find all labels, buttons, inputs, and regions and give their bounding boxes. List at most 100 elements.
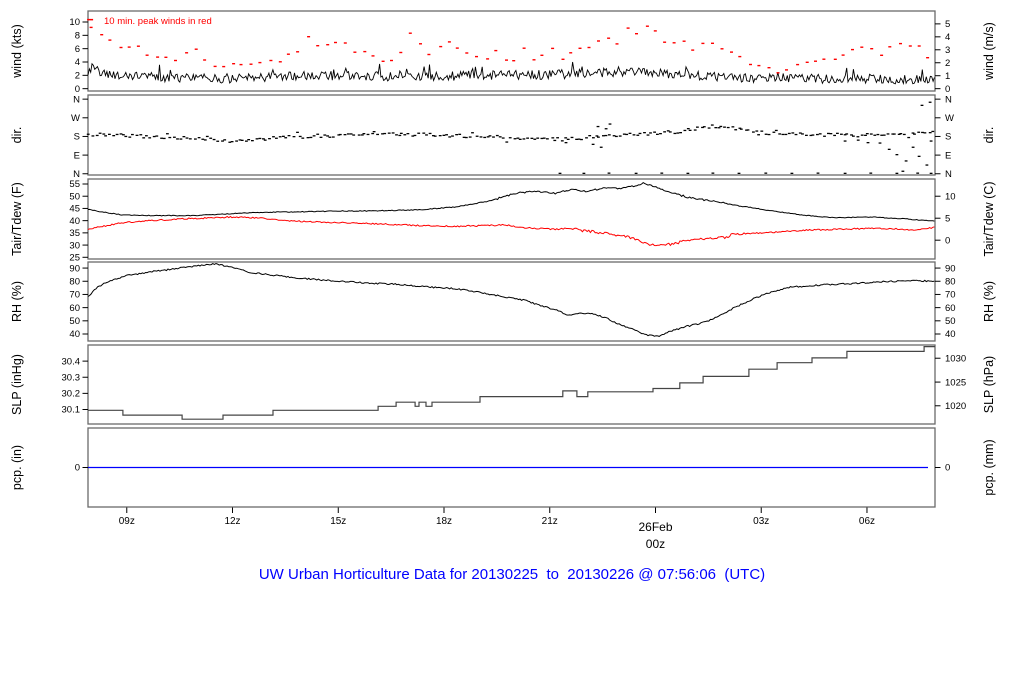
wind-speed-line-path — [87, 61, 935, 86]
wind-dir-dots-dot — [551, 137, 555, 139]
figure-title: UW Urban Horticulture Data for 20130225 … — [258, 566, 766, 583]
right-tick-label: 70 — [945, 290, 956, 301]
dir-outlier-dots-dot — [604, 128, 608, 130]
wind-dir-dots-dot — [865, 133, 869, 135]
wind-dir-dots-dot — [686, 128, 690, 130]
wind-dir-dots-dot — [188, 138, 192, 140]
wind-dir-dots-dot — [840, 133, 843, 135]
peak-wind-dots-dot — [663, 41, 667, 43]
dir-outlier-dots-dot — [591, 143, 595, 145]
wind-dir-dots-dot — [913, 133, 916, 135]
wind-dir-dots-dot — [656, 133, 659, 135]
peak-wind-dots-dot — [194, 48, 198, 50]
axis-title-left-tair_tdew: Tair/Tdew (F) — [10, 182, 24, 256]
wind-dir-dots-dot — [486, 136, 490, 138]
peak-wind-dots-dot — [222, 65, 226, 68]
peak-wind-dots-dot — [701, 42, 705, 45]
peak-wind-dots-dot — [607, 37, 611, 39]
wind-dir-dots-dot — [597, 136, 600, 138]
wind-dir-dots-dot — [119, 133, 123, 135]
peak-wind-dots-dot — [334, 41, 337, 44]
x-tick-label: 18z — [436, 516, 452, 527]
left-tick-label: 55 — [69, 179, 80, 190]
dir-outlier-dots — [564, 101, 933, 172]
wind-dir-dots-dot — [701, 126, 704, 129]
left-tick-label: 50 — [69, 316, 80, 327]
wind-dir-dots-dot — [376, 133, 379, 136]
peak-wind-dots-dot — [540, 54, 544, 56]
x-tick-label: 06z — [859, 516, 875, 527]
peak-wind-dots-dot — [841, 54, 845, 56]
wind-dir-dots-dot — [142, 137, 146, 139]
peak-wind-dots-dot — [185, 52, 189, 54]
tdew-line — [87, 215, 935, 247]
peak-wind-dots-dot — [926, 57, 930, 59]
right-tick-label: 1030 — [945, 353, 966, 364]
axis-title-right-rh: RH (%) — [982, 281, 996, 322]
wind-dir-dots-dot — [115, 133, 119, 136]
slp-steps-path — [88, 346, 935, 420]
x-tick-label: 03z — [753, 516, 769, 527]
wind-dir-dots-dot — [516, 137, 520, 139]
peak-wind-dots-dot — [455, 47, 459, 49]
wind-dir-dots-dot — [781, 133, 785, 136]
wind-dir-dots-dot — [160, 137, 163, 139]
peak-wind-dots-dot — [805, 61, 809, 63]
left-tick-label: 50 — [69, 191, 80, 202]
panel-pcp: 0 0 pcp. (in) pcp. (mm) — [10, 427, 996, 508]
wind-dir-dots-dot — [406, 133, 410, 135]
right-tick-label: 1025 — [945, 377, 966, 388]
slp-steps — [88, 346, 935, 420]
peak-wind-dots-dot — [316, 45, 320, 47]
wind-dir-dots-dot — [455, 134, 458, 136]
left-tick-label: 10 — [69, 17, 80, 28]
dir-outlier-dots-dot — [928, 101, 932, 103]
wind-dir-dots-dot — [717, 127, 721, 129]
wind-dir-dots-dot — [442, 134, 446, 136]
wind-dir-dots-dot — [238, 139, 242, 141]
peak-wind-dots-dot — [551, 47, 555, 50]
peak-wind-dots-dot — [833, 58, 837, 60]
wind-dir-dots-dot — [829, 133, 833, 135]
peak-winds-legend: 10 min. peak winds in red — [104, 16, 212, 27]
wind-dir-dots-dot — [553, 139, 557, 142]
wind-dir-dots-dot — [911, 132, 915, 134]
wind-dir-dots-dot — [745, 129, 748, 131]
wind-dir-dots-dot — [148, 137, 152, 139]
wind-dir-dots-dot — [676, 132, 680, 134]
wind-dir-dots-dot — [312, 135, 316, 137]
wind-dir-dots-dot — [823, 135, 826, 137]
dir-outlier-dots-dot — [904, 160, 908, 162]
wind-dir-dots-dot — [155, 135, 159, 137]
axis-title-right-slp: SLP (hPa) — [982, 356, 996, 413]
peak-wind-dots-dot — [381, 60, 385, 62]
wind-dir-dots-dot — [395, 134, 398, 136]
peak-wind-dots-dot — [465, 52, 469, 54]
wind-dir-dots-dot — [122, 134, 125, 136]
wind-dir-dots-dot — [464, 136, 468, 139]
x-tick-label: 21z — [542, 516, 558, 527]
wind-dir-dots — [86, 124, 935, 143]
wind-dir-dots-dot — [752, 131, 755, 133]
wind-dir-dots-dot — [468, 136, 472, 138]
wind-dir-dots-dot — [173, 136, 176, 138]
wind-dir-dots-dot — [275, 137, 278, 139]
wind-dir-dots-dot — [602, 135, 605, 137]
peak-wind-dots-dot — [371, 55, 375, 57]
dir-calm-dots-dot — [607, 172, 611, 174]
wind-dir-dots-dot — [475, 135, 479, 137]
wind-dir-dots-dot — [433, 135, 437, 137]
wind-dir-dots-dot — [907, 136, 911, 139]
dir-calm-dots-dot — [634, 172, 638, 174]
dir-calm-dots-dot — [843, 172, 847, 174]
wind-dir-dots-dot — [212, 138, 216, 141]
right-tick-label: N — [945, 169, 952, 180]
wind-dir-dots-dot — [607, 134, 611, 136]
dir-outlier-dots-dot — [887, 148, 891, 150]
wind-dir-dots-dot — [251, 140, 254, 142]
wind-dir-dots-dot — [338, 133, 342, 136]
axis-title-left-wind: wind (kts) — [10, 24, 24, 78]
axis-title-right-pcp: pcp. (mm) — [982, 439, 996, 495]
wind-dir-dots-dot — [897, 133, 901, 135]
